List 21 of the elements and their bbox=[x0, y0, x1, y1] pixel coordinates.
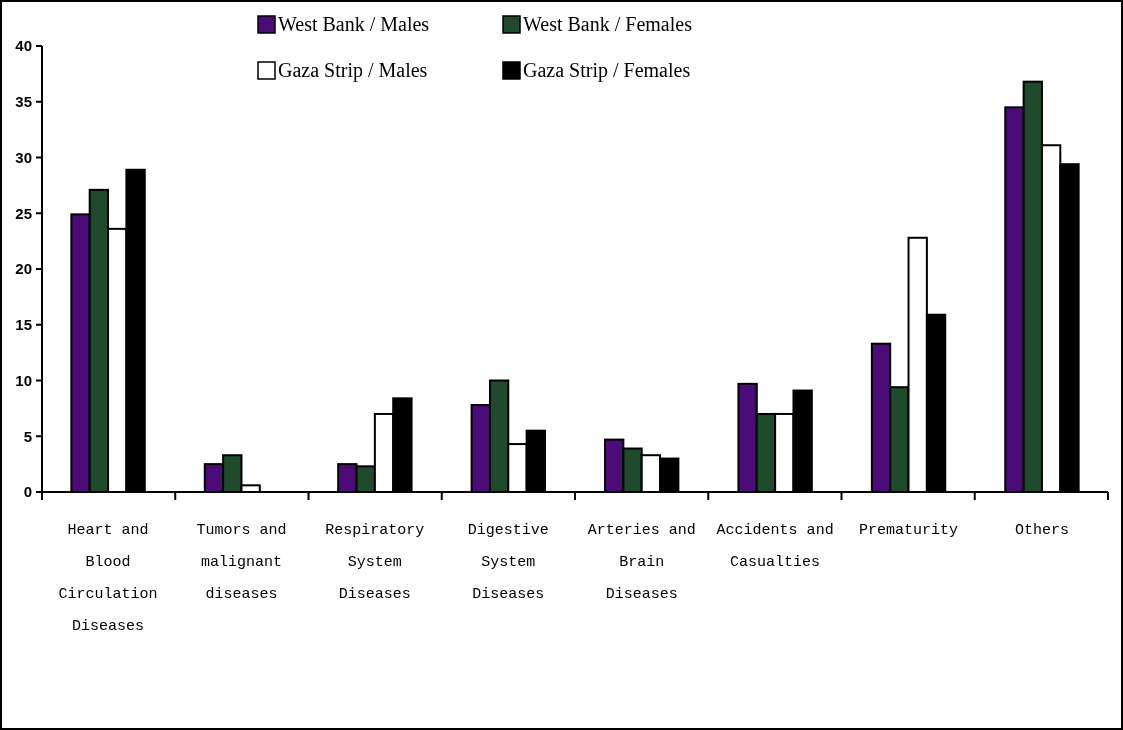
y-tick-label: 5 bbox=[23, 427, 32, 445]
y-tick-label: 10 bbox=[15, 371, 32, 389]
legend-label: Gaza Strip / Females bbox=[523, 59, 691, 82]
y-tick-label: 30 bbox=[15, 148, 32, 166]
x-tick-label: Prematurity bbox=[859, 522, 959, 539]
x-tick-label: Arteries and Brain Diseases bbox=[587, 522, 696, 603]
x-tick-label: Others bbox=[1014, 522, 1069, 539]
legend-label: Gaza Strip / Males bbox=[278, 59, 428, 82]
y-tick-label: 40 bbox=[15, 37, 32, 55]
x-tick-label: Tumors and malignant diseases bbox=[196, 522, 287, 603]
y-tick-label: 0 bbox=[23, 483, 32, 501]
y-tick-label: 20 bbox=[15, 260, 32, 278]
y-tick-label: 15 bbox=[15, 316, 32, 333]
x-tick-label: Heart and Blood Circulation Diseases bbox=[58, 522, 158, 635]
x-tick-label: Respiratory System Diseases bbox=[325, 522, 425, 603]
x-tick-label: Digestive System Diseases bbox=[467, 522, 549, 603]
x-tick-label: Accidents and Casualties bbox=[716, 522, 834, 571]
legend-label: West Bank / Females bbox=[523, 13, 693, 35]
y-tick-label: 35 bbox=[15, 93, 32, 110]
y-tick-label: 25 bbox=[15, 204, 32, 222]
legend-label: West Bank / Males bbox=[278, 13, 430, 35]
